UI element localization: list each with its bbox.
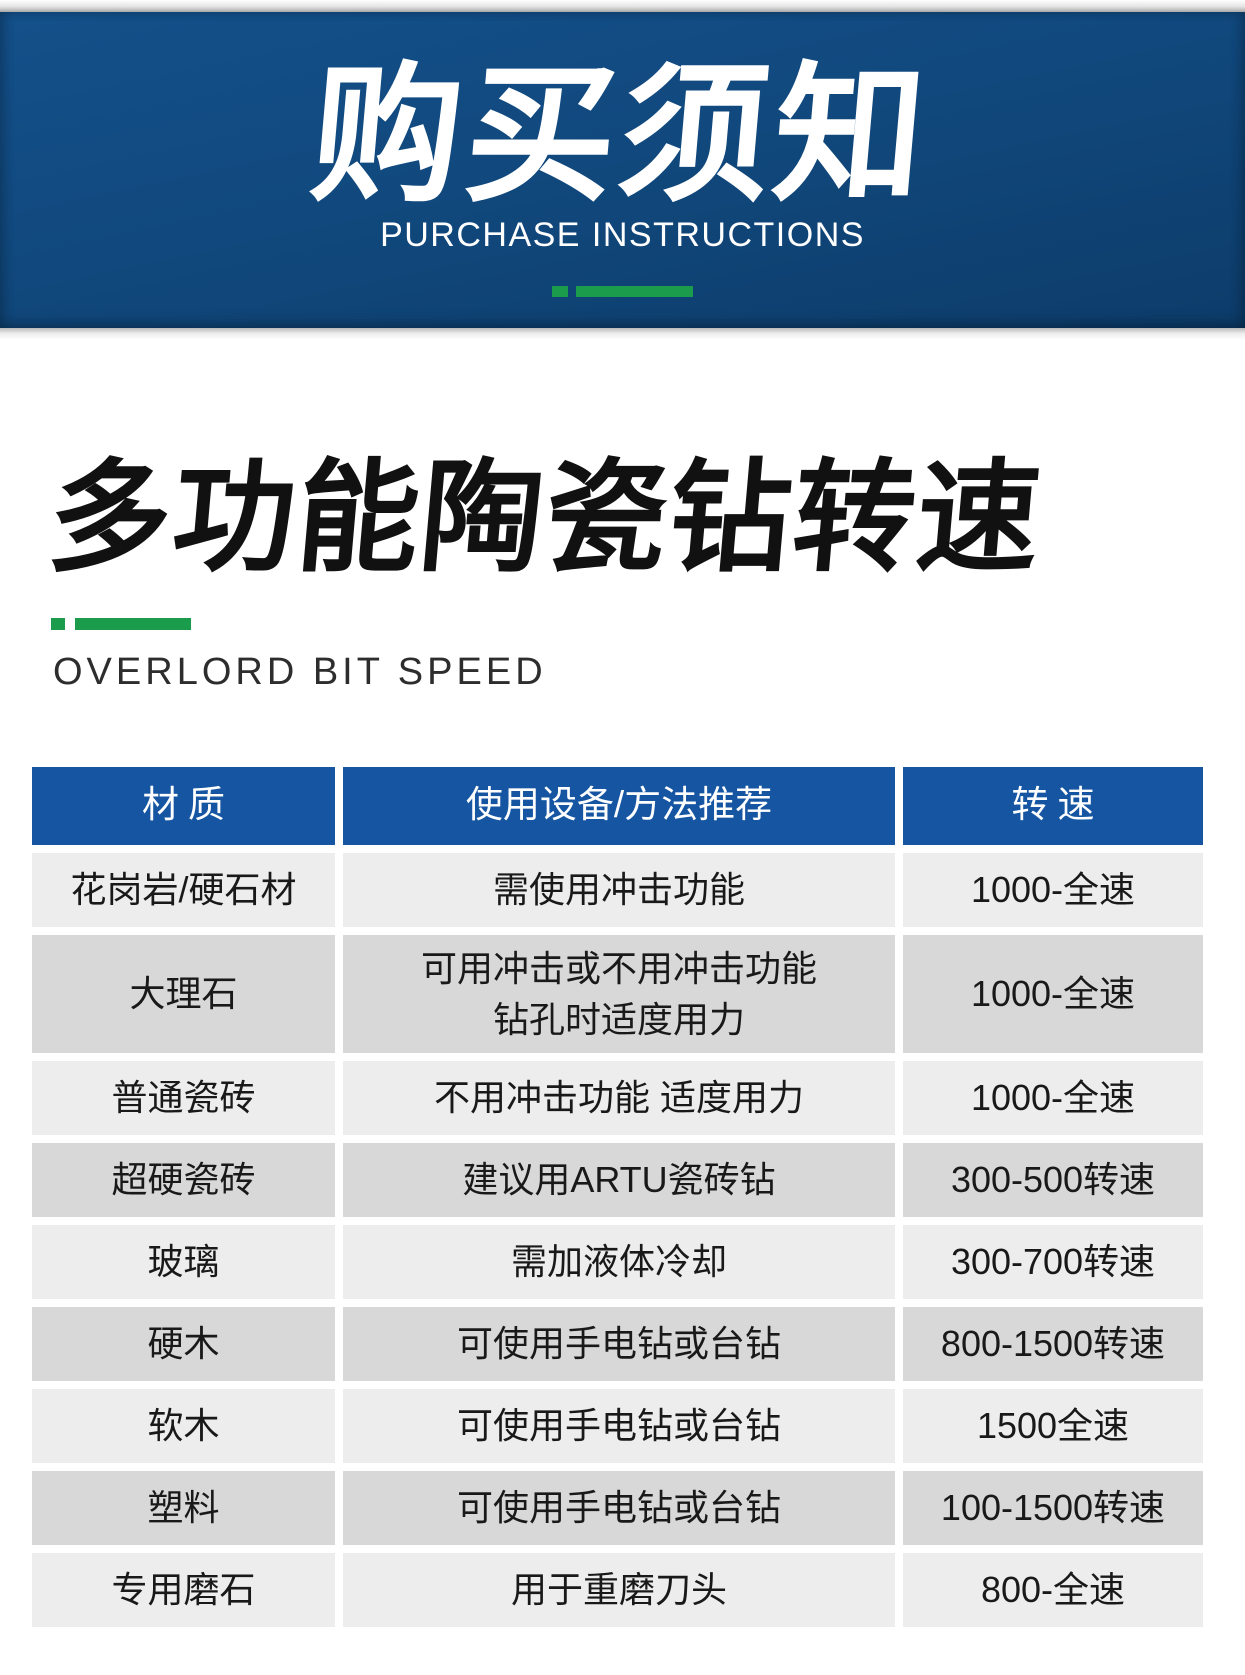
green-dash-accent <box>0 285 1245 297</box>
method-cell: 可使用手电钻或台钻 <box>343 1470 895 1545</box>
table-row: 软木 可使用手电钻或台钻 1500全速 <box>32 1388 1203 1463</box>
material-cell: 专用磨石 <box>32 1552 335 1627</box>
method-cell: 需加液体冷却 <box>343 1224 895 1299</box>
material-cell: 超硬瓷砖 <box>32 1142 335 1217</box>
speed-cell: 300-700转速 <box>903 1224 1203 1299</box>
method-cell: 不用冲击功能 适度用力 <box>343 1060 895 1135</box>
green-dash-accent <box>51 618 1245 630</box>
speed-cell: 1500全速 <box>903 1388 1203 1463</box>
table-row: 塑料 可使用手电钻或台钻 100-1500转速 <box>32 1470 1203 1545</box>
speed-cell: 1000-全速 <box>903 1060 1203 1135</box>
speed-cell: 100-1500转速 <box>903 1470 1203 1545</box>
section-subtitle: OVERLORD BIT SPEED <box>53 651 547 693</box>
method-cell: 可使用手电钻或台钻 <box>343 1306 895 1381</box>
speed-table: 材质 使用设备/方法推荐 转速 花岗岩/硬石材 需使用冲击功能 1000-全速 大理石… <box>32 766 1203 1627</box>
table-row: 玻璃 需加液体冷却 300-700转速 <box>32 1224 1203 1299</box>
table-row: 专用磨石 用于重磨刀头 800-全速 <box>32 1552 1203 1627</box>
material-cell: 玻璃 <box>32 1224 335 1299</box>
speed-cell: 300-500转速 <box>903 1142 1203 1217</box>
banner-title: 购买须知 <box>305 51 936 219</box>
method-cell: 需使用冲击功能 <box>343 852 895 927</box>
method-cell: 可使用手电钻或台钻 <box>343 1388 895 1463</box>
header-material: 材质 <box>32 766 335 845</box>
speed-cell: 1000-全速 <box>903 852 1203 927</box>
table-row: 花岗岩/硬石材 需使用冲击功能 1000-全速 <box>32 852 1203 927</box>
green-dash-bar <box>576 285 693 297</box>
speed-cell: 800-全速 <box>903 1552 1203 1627</box>
table-header-row: 材质 使用设备/方法推荐 转速 <box>32 766 1203 845</box>
table-row: 硬木 可使用手电钻或台钻 800-1500转速 <box>32 1306 1203 1381</box>
method-cell: 用于重磨刀头 <box>343 1552 895 1627</box>
speed-table-body: 花岗岩/硬石材 需使用冲击功能 1000-全速 大理石 可用冲击或不用冲击功能 钻孔时适… <box>32 852 1203 1627</box>
page-top-divider <box>0 0 1245 12</box>
banner-bottom-shadow <box>0 328 1245 340</box>
method-cell: 建议用ARTU瓷砖钻 <box>343 1142 895 1217</box>
material-cell: 硬木 <box>32 1306 335 1381</box>
speed-cell: 800-1500转速 <box>903 1306 1203 1381</box>
speed-cell: 1000-全速 <box>903 934 1203 1053</box>
table-row: 大理石 可用冲击或不用冲击功能 钻孔时适度用力 1000-全速 <box>32 934 1203 1053</box>
material-cell: 塑料 <box>32 1470 335 1545</box>
purchase-banner: 购买须知 PURCHASE INSTRUCTIONS <box>0 12 1245 328</box>
table-row: 普通瓷砖 不用冲击功能 适度用力 1000-全速 <box>32 1060 1203 1135</box>
section-title: 多功能陶瓷钻转速 <box>43 450 1048 586</box>
table-row: 超硬瓷砖 建议用ARTU瓷砖钻 300-500转速 <box>32 1142 1203 1217</box>
material-cell: 软木 <box>32 1388 335 1463</box>
banner-subtitle: PURCHASE INSTRUCTIONS <box>380 216 865 254</box>
bit-speed-section: 多功能陶瓷钻转速 OVERLORD BIT SPEED 材质 使用设备/方法推荐… <box>0 450 1245 1627</box>
green-dash-square <box>51 618 65 630</box>
method-cell: 可用冲击或不用冲击功能 钻孔时适度用力 <box>343 934 895 1053</box>
header-method: 使用设备/方法推荐 <box>343 766 895 845</box>
material-cell: 普通瓷砖 <box>32 1060 335 1135</box>
material-cell: 花岗岩/硬石材 <box>32 852 335 927</box>
green-dash-bar <box>75 618 191 630</box>
header-speed: 转速 <box>903 766 1203 845</box>
material-cell: 大理石 <box>32 934 335 1053</box>
green-dash-square <box>552 285 568 297</box>
